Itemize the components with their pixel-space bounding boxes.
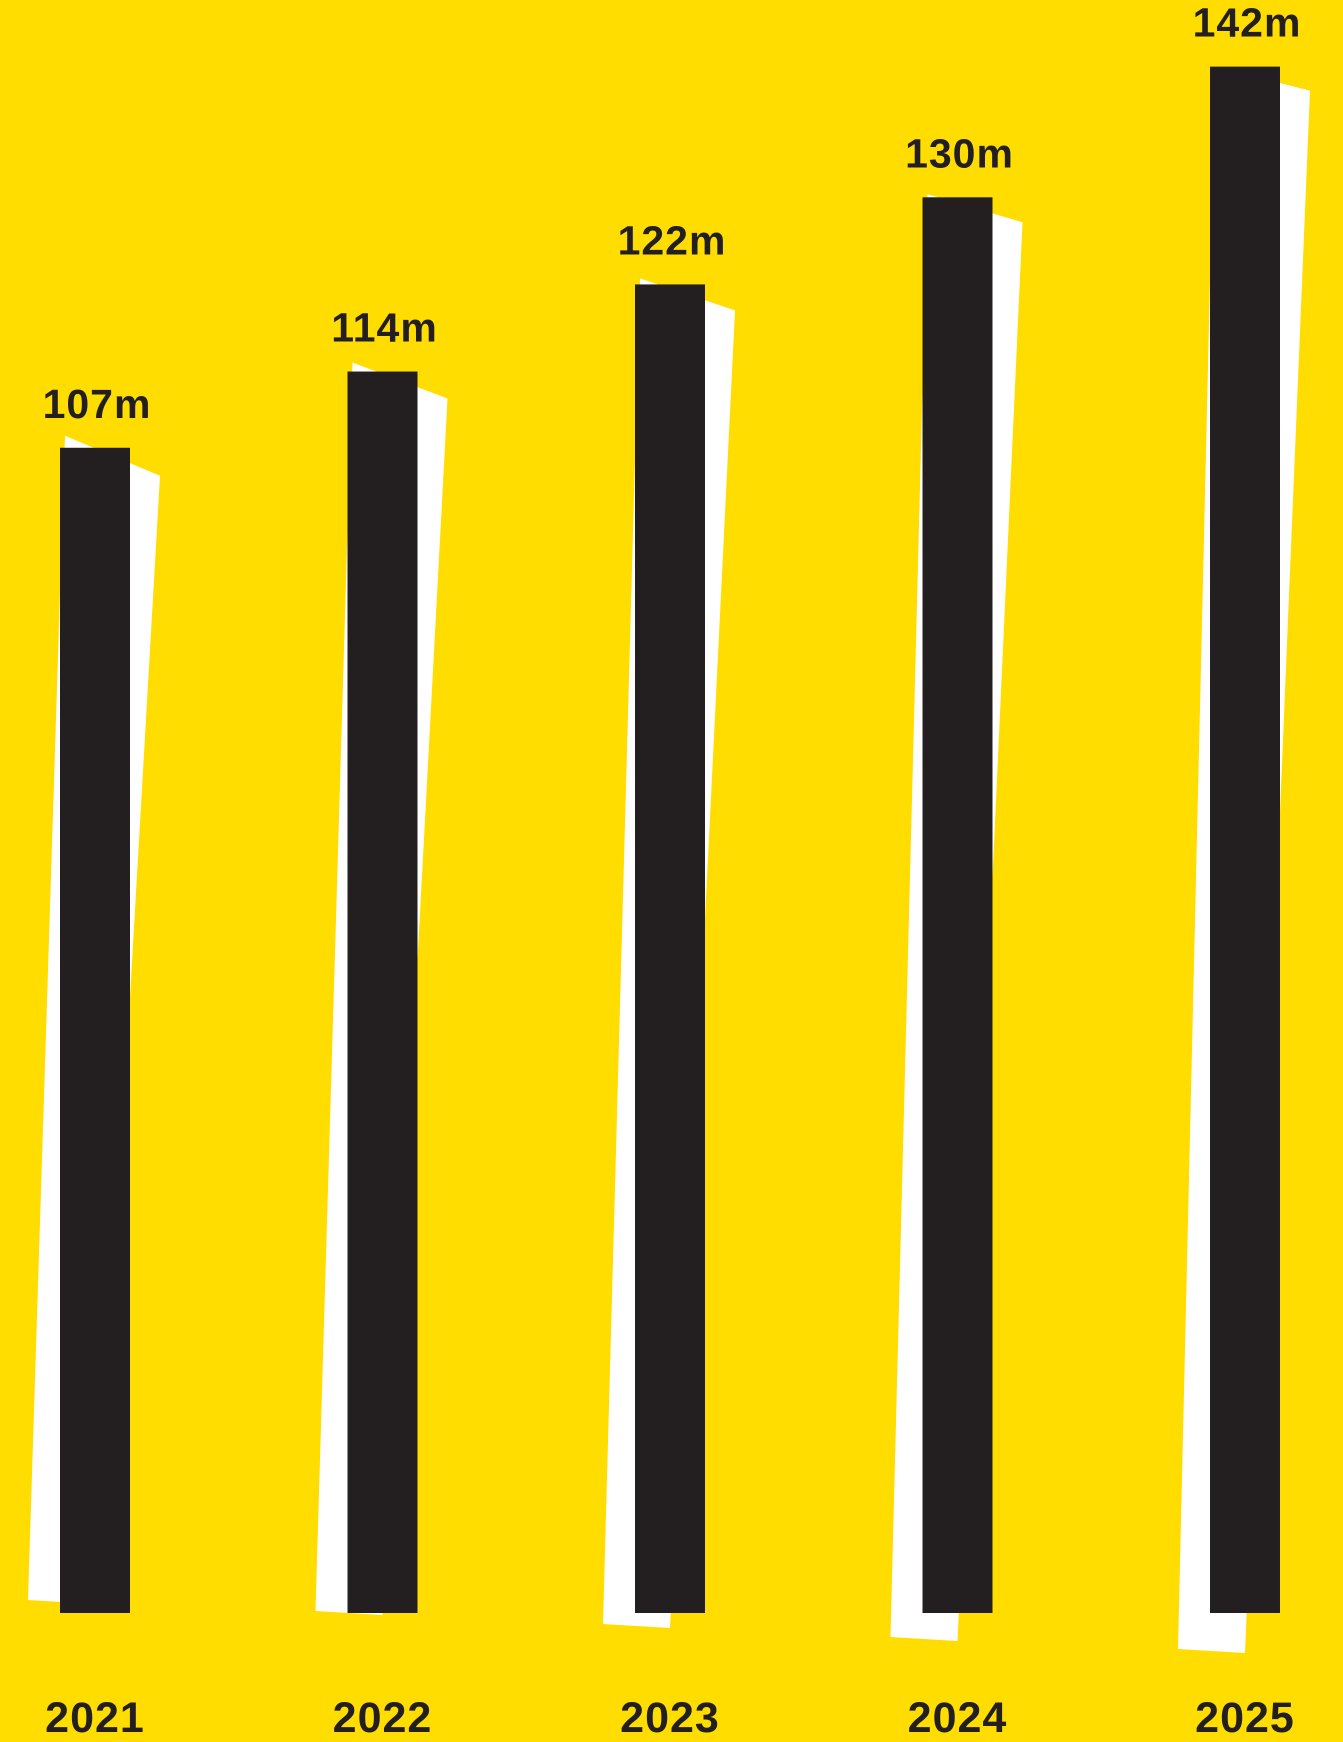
tick-label-2022: 2022 (333, 1694, 433, 1742)
bar-2023 (635, 284, 705, 1613)
value-label-2024: 130m (905, 130, 1014, 176)
x-axis-tick-labels: 2021 2022 2023 2024 2025 (45, 1694, 1295, 1742)
bar-2021 (60, 447, 130, 1613)
value-label-2022: 114m (331, 305, 438, 351)
value-label-2021: 107m (43, 381, 152, 427)
bar-2022 (347, 371, 418, 1613)
bar-2025 (1210, 66, 1280, 1614)
bars (60, 66, 1280, 1614)
value-label-2025: 142m (1193, 0, 1302, 46)
bar-2024 (922, 197, 993, 1613)
value-label-2023: 122m (618, 217, 727, 263)
tick-label-2024: 2024 (908, 1694, 1008, 1742)
value-labels: 107m 114m 122m 130m 142m (43, 0, 1302, 427)
tick-label-2025: 2025 (1195, 1694, 1295, 1742)
tick-label-2023: 2023 (620, 1694, 720, 1742)
tick-label-2021: 2021 (45, 1694, 145, 1742)
